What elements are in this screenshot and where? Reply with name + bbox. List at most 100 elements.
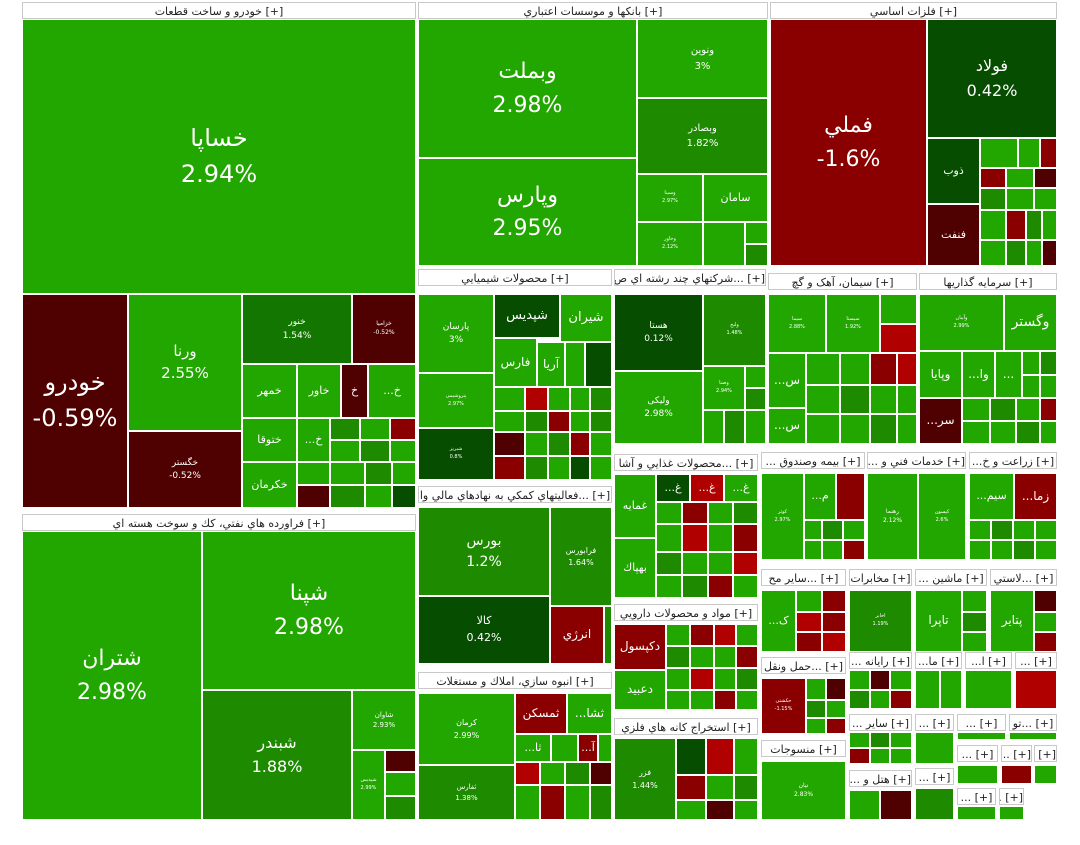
stock-tile[interactable]: [297, 462, 330, 485]
stock-tile[interactable]: اخابر 1.19%: [849, 590, 912, 652]
stock-tile[interactable]: [1040, 351, 1057, 375]
stock-tile[interactable]: [548, 411, 570, 432]
stock-tile[interactable]: [897, 353, 917, 385]
stock-tile[interactable]: دکپسول: [614, 624, 666, 670]
sector-header[interactable]: [+] ...فعاليتهاي كمكي به نهادهاي مالي وا: [418, 486, 612, 503]
stock-tile[interactable]: [806, 678, 826, 700]
stock-tile[interactable]: [1040, 421, 1057, 444]
stock-tile[interactable]: خ...: [368, 364, 416, 418]
stock-tile[interactable]: [897, 414, 917, 444]
stock-tile[interactable]: شبریز 0.8%: [418, 428, 494, 480]
stock-tile[interactable]: [590, 456, 612, 480]
stock-tile[interactable]: شبندر 1.88%: [202, 690, 352, 820]
stock-tile[interactable]: [365, 462, 392, 485]
stock-tile[interactable]: [570, 411, 590, 432]
stock-tile[interactable]: [565, 785, 590, 820]
stock-tile[interactable]: [1040, 138, 1057, 168]
stock-tile[interactable]: [796, 590, 822, 612]
sector-header[interactable]: [+] ...: [999, 788, 1024, 805]
stock-tile[interactable]: [565, 342, 585, 387]
stock-tile[interactable]: کرمان 2.99%: [418, 693, 515, 765]
stock-tile[interactable]: [297, 485, 330, 508]
sector-header[interactable]: [+] استخراج كانه هاي فلزي: [614, 718, 758, 735]
stock-tile[interactable]: [708, 524, 733, 552]
stock-tile[interactable]: [870, 353, 897, 385]
stock-tile[interactable]: [940, 670, 962, 709]
sector-header[interactable]: [+] هتل و ...: [849, 770, 912, 787]
stock-tile[interactable]: [826, 678, 846, 700]
stock-tile[interactable]: ثشا...: [567, 693, 612, 734]
stock-tile[interactable]: [570, 456, 590, 480]
stock-tile[interactable]: [330, 485, 365, 508]
sector-header[interactable]: [+] محصولات شيميايي: [418, 269, 612, 286]
sector-header[interactable]: [+] فلزات اساسي: [770, 2, 1057, 19]
stock-tile[interactable]: [1006, 168, 1034, 188]
stock-tile[interactable]: [822, 612, 846, 632]
stock-tile[interactable]: [570, 387, 590, 411]
stock-tile[interactable]: [690, 668, 714, 690]
stock-tile[interactable]: [330, 418, 360, 440]
stock-tile[interactable]: سامان: [703, 174, 768, 222]
stock-tile[interactable]: سیما 2.88%: [768, 294, 826, 353]
stock-tile[interactable]: [540, 762, 565, 785]
stock-tile[interactable]: [385, 772, 416, 796]
sector-header[interactable]: [+] خودرو و ساخت قطعات: [22, 2, 416, 19]
stock-tile[interactable]: [980, 138, 1018, 168]
stock-tile[interactable]: [1013, 520, 1035, 540]
stock-tile[interactable]: [548, 387, 570, 411]
sector-header[interactable]: [+] ...: [957, 745, 998, 762]
stock-tile[interactable]: شپنا 2.98%: [202, 531, 416, 690]
stock-tile[interactable]: [990, 421, 1016, 444]
sector-header[interactable]: [+] ...: [1001, 745, 1032, 762]
stock-tile[interactable]: [1034, 168, 1057, 188]
stock-tile[interactable]: [1034, 632, 1057, 652]
stock-tile[interactable]: [822, 590, 846, 612]
stock-tile[interactable]: [843, 520, 865, 540]
sector-header[interactable]: [+] ...شركتهاي چند رشته اي ص: [614, 269, 766, 286]
stock-tile[interactable]: وبصادر 1.82%: [637, 98, 768, 174]
stock-tile[interactable]: [590, 411, 612, 432]
stock-tile[interactable]: [734, 800, 758, 820]
stock-tile[interactable]: [1013, 540, 1035, 560]
stock-tile[interactable]: [804, 520, 822, 540]
stock-tile[interactable]: [714, 690, 736, 710]
stock-tile[interactable]: [980, 188, 1006, 210]
sector-header[interactable]: [+] ...ساير مح: [761, 569, 846, 586]
sector-header[interactable]: [+] ما...: [915, 652, 962, 669]
stock-tile[interactable]: [1009, 732, 1057, 740]
sector-header[interactable]: [+] سرمايه گذاريها: [919, 273, 1057, 290]
stock-tile[interactable]: [666, 624, 690, 646]
stock-tile[interactable]: غ...: [656, 474, 690, 502]
stock-tile[interactable]: [706, 738, 734, 775]
stock-tile[interactable]: [1034, 590, 1057, 612]
sector-header[interactable]: [+] ...: [915, 714, 954, 731]
stock-tile[interactable]: شپدیس: [494, 294, 560, 338]
stock-tile[interactable]: [736, 624, 758, 646]
stock-tile[interactable]: ونوین 3%: [637, 19, 768, 98]
stock-tile[interactable]: [999, 806, 1024, 820]
stock-tile[interactable]: [706, 800, 734, 820]
stock-tile[interactable]: [708, 552, 733, 575]
stock-tile[interactable]: [525, 387, 548, 411]
stock-tile[interactable]: وخاور 2.12%: [637, 222, 703, 266]
stock-tile[interactable]: [962, 612, 987, 632]
stock-tile[interactable]: [585, 342, 612, 387]
stock-tile[interactable]: کالا 0.42%: [418, 596, 550, 664]
stock-tile[interactable]: ثا...: [515, 734, 551, 762]
stock-tile[interactable]: [880, 790, 912, 820]
stock-tile[interactable]: [806, 414, 840, 444]
stock-tile[interactable]: [690, 646, 714, 668]
stock-tile[interactable]: [666, 690, 690, 710]
stock-tile[interactable]: [551, 734, 578, 762]
stock-tile[interactable]: [736, 646, 758, 668]
stock-tile[interactable]: وپايا: [919, 351, 962, 398]
stock-tile[interactable]: پتروشیمی 2.97%: [418, 373, 494, 428]
stock-tile[interactable]: [676, 800, 706, 820]
stock-tile[interactable]: شپديس 2.99%: [352, 750, 385, 820]
stock-tile[interactable]: ک...: [761, 590, 796, 652]
stock-tile[interactable]: [1022, 375, 1040, 398]
stock-tile[interactable]: [525, 411, 548, 432]
stock-tile[interactable]: [1034, 765, 1057, 784]
stock-tile[interactable]: [734, 775, 758, 800]
stock-tile[interactable]: [870, 690, 890, 709]
